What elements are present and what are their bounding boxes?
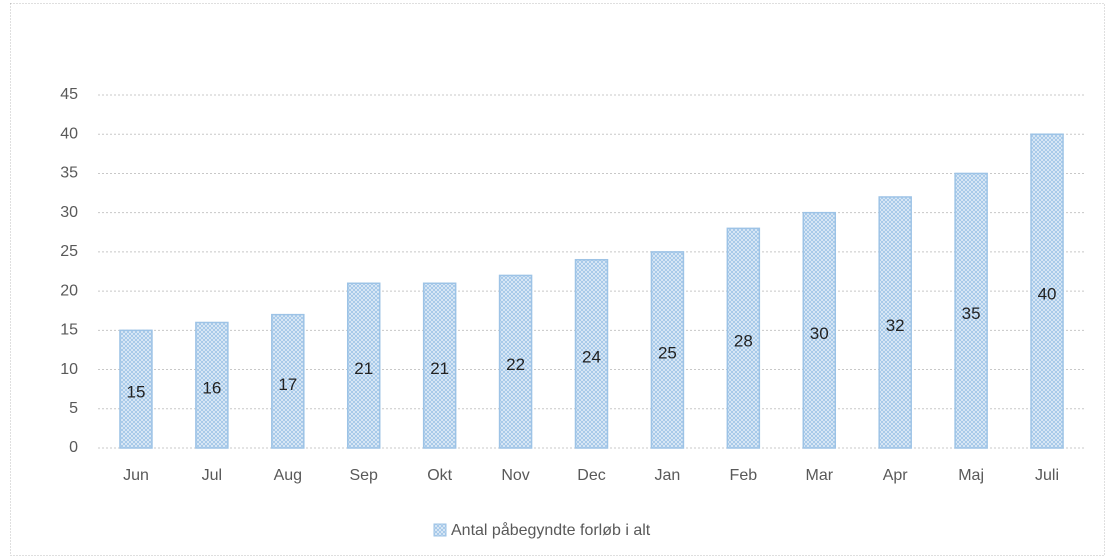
bar xyxy=(574,258,609,449)
data-label: 35 xyxy=(962,304,981,323)
data-label: 21 xyxy=(430,359,449,378)
y-tick-label: 10 xyxy=(60,361,78,378)
chart-border xyxy=(10,3,1105,556)
bar xyxy=(422,282,457,449)
data-label: 30 xyxy=(810,324,829,343)
bar xyxy=(1030,133,1064,449)
legend-label: Antal påbegyndte forløb i alt xyxy=(451,521,651,539)
data-label: 16 xyxy=(202,379,221,398)
data-label: 32 xyxy=(886,316,905,335)
x-tick-label: Mar xyxy=(805,467,833,484)
x-tick-label: Juli xyxy=(1035,467,1059,484)
x-tick-label: Apr xyxy=(883,467,909,484)
bar xyxy=(650,251,685,449)
bar xyxy=(119,329,153,449)
legend-swatch xyxy=(433,523,447,537)
y-tick-label: 0 xyxy=(69,439,78,456)
x-tick-label: Dec xyxy=(577,467,605,484)
data-label: 40 xyxy=(1038,285,1057,304)
bar xyxy=(802,211,837,449)
y-tick-label: 40 xyxy=(60,125,78,142)
data-label: 25 xyxy=(658,343,677,362)
data-label: 15 xyxy=(127,383,146,402)
y-tick-label: 20 xyxy=(60,282,78,299)
x-tick-label: Jun xyxy=(123,467,149,484)
bar xyxy=(346,282,381,449)
x-tick-label: Aug xyxy=(274,467,302,484)
data-label: 21 xyxy=(354,359,373,378)
x-tick-label: Feb xyxy=(730,467,758,484)
bar xyxy=(498,274,533,449)
bar xyxy=(195,321,229,449)
y-tick-label: 5 xyxy=(69,400,78,417)
y-tick-label: 45 xyxy=(60,86,78,103)
data-label: 17 xyxy=(278,375,297,394)
bar xyxy=(878,196,912,449)
x-tick-label: Sep xyxy=(349,467,378,484)
y-tick-label: 30 xyxy=(60,204,78,221)
y-tick-label: 25 xyxy=(60,243,78,260)
bar xyxy=(726,227,761,449)
data-label: 28 xyxy=(734,332,753,351)
data-label: 24 xyxy=(582,347,601,366)
x-tick-label: Nov xyxy=(501,467,529,484)
data-label: 22 xyxy=(506,355,525,374)
x-tick-label: Maj xyxy=(958,467,984,484)
x-tick-label: Jan xyxy=(655,467,681,484)
x-tick-label: Okt xyxy=(427,467,452,484)
y-tick-label: 15 xyxy=(60,322,78,339)
bar xyxy=(954,172,988,449)
bar xyxy=(271,313,305,449)
x-tick-label: Jul xyxy=(202,467,222,484)
y-tick-label: 35 xyxy=(60,165,78,182)
